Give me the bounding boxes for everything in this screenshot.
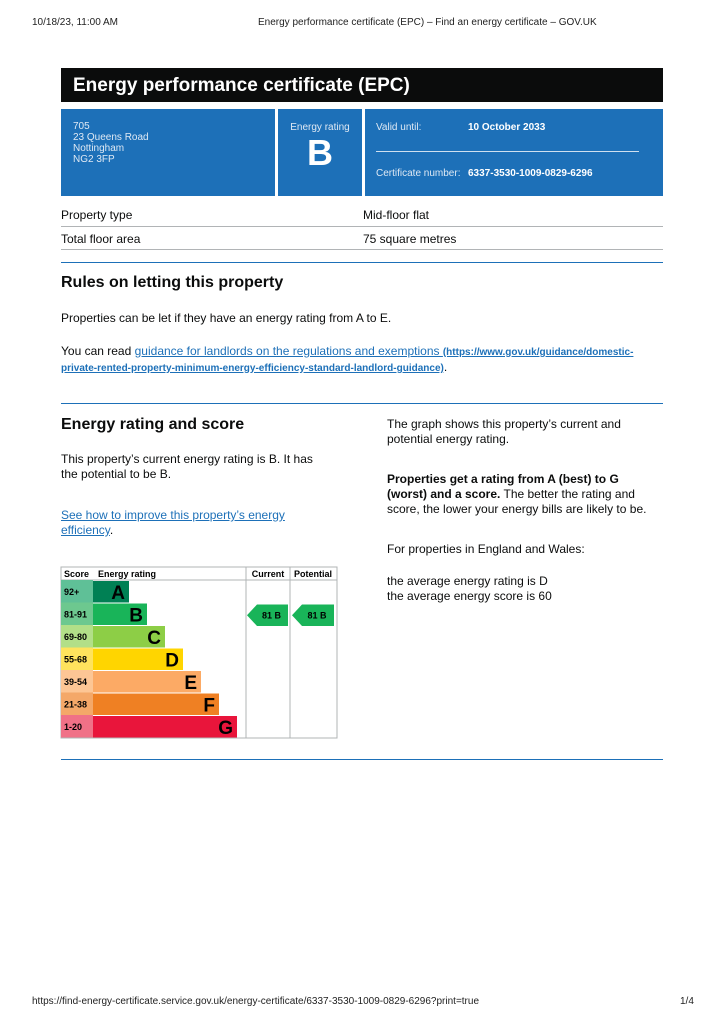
graph-description: The graph shows this property’s current … (387, 417, 621, 446)
score-text: This property’s current energy rating is… (61, 452, 313, 481)
band-letter-F: F (203, 696, 215, 717)
band-bar-F (93, 693, 219, 715)
score-cell-C (61, 625, 93, 648)
score-label-C: 69-80 (64, 632, 87, 642)
validity-block: Valid until: 10 October 2033 Certificate… (365, 109, 663, 196)
score-cell-A (61, 580, 93, 603)
england-wales-label: For properties in England and Wales: (387, 542, 585, 556)
print-page-number: 1/4 (680, 996, 694, 1007)
current-rating-label: 81 B (262, 611, 282, 621)
guidance-link[interactable]: guidance for landlords on the regulation… (61, 344, 634, 374)
valid-until-label: Valid until: (376, 122, 422, 133)
band-letter-A: A (111, 583, 125, 604)
divider (376, 151, 639, 152)
improve-efficiency: See how to improve this property’s energ… (61, 508, 285, 537)
score-cell-F (61, 692, 93, 715)
address-line: Nottingham (73, 143, 125, 154)
energy-rating-label: Energy rating (290, 122, 350, 133)
letting-text: Properties can be let if they have an en… (61, 311, 392, 325)
band-letter-E: E (184, 673, 197, 694)
guidance-prefix: You can read (61, 344, 135, 358)
band-letter-G: G (218, 718, 233, 739)
energy-rating-chart: Score Energy rating Current Potential 92+ A 81… (60, 566, 338, 739)
score-cell-E (61, 670, 93, 693)
potential-rating-arrow (292, 604, 334, 626)
band-letter-C: C (147, 628, 161, 649)
score-label-A: 92+ (64, 587, 79, 597)
letting-guidance: You can read guidance for landlords on t… (61, 344, 661, 376)
section-divider (61, 262, 663, 263)
band-letter-D: D (165, 651, 179, 672)
property-type-value: Mid-floor flat (363, 208, 430, 222)
score-cell-B (61, 602, 93, 625)
score-cell-G (61, 715, 93, 738)
band-bar-G (93, 716, 237, 738)
band-letter-B: B (129, 606, 143, 627)
chart-header-1: Energy rating (98, 569, 156, 579)
guidance-suffix: . (443, 360, 448, 374)
section-divider (61, 759, 663, 760)
rating-explanation: Properties get a rating from A (best) to… (387, 472, 647, 516)
score-label-F: 21-38 (64, 700, 87, 710)
divider (61, 249, 663, 250)
current-rating-arrow (247, 604, 288, 626)
letting-heading: Rules on letting this property (61, 274, 284, 291)
print-url: https://find-energy-certificate.service.… (32, 996, 480, 1007)
improve-link[interactable]: See how to improve this property’s energ… (61, 508, 285, 537)
score-label-D: 55-68 (64, 655, 87, 665)
band-bar-D (93, 648, 183, 670)
chart-header-3: Potential (294, 569, 332, 579)
certificate-number-value: 6337-3530-1009-0829-6296 (468, 168, 593, 179)
energy-rating-block: Energy rating B (278, 109, 362, 196)
print-datetime: 10/18/23, 11:00 AM (32, 17, 118, 28)
score-heading: Energy rating and score (61, 416, 245, 433)
score-cell-D (61, 647, 93, 670)
band-bar-C (93, 626, 165, 648)
floor-area-label: Total floor area (61, 232, 141, 246)
address-line: NG2 3FP (73, 154, 115, 165)
page-title: Energy performance certificate (EPC) (61, 68, 663, 102)
band-bar-E (93, 671, 201, 693)
chart-header-0: Score (64, 569, 89, 579)
score-label-G: 1-20 (64, 722, 82, 732)
band-bar-B (93, 603, 147, 625)
valid-until-value: 10 October 2033 (468, 122, 546, 133)
address-line: 705 (73, 121, 90, 132)
score-label-B: 81-91 (64, 610, 87, 620)
energy-rating-value: B (307, 132, 333, 173)
certificate-number-label: Certificate number: (376, 168, 461, 179)
chart-header-2: Current (252, 569, 285, 579)
floor-area-value: 75 square metres (363, 232, 457, 246)
property-type-label: Property type (61, 208, 133, 222)
potential-rating-label: 81 B (307, 611, 327, 621)
address-line: 23 Queens Road (73, 132, 149, 143)
address-block: 705 23 Queens Road Nottingham NG2 3FP (61, 109, 275, 196)
band-bar-A (93, 581, 129, 603)
score-label-E: 39-54 (64, 677, 87, 687)
section-divider (61, 403, 663, 404)
divider (61, 226, 663, 227)
print-page-title: Energy performance certificate (EPC) – F… (258, 17, 597, 28)
